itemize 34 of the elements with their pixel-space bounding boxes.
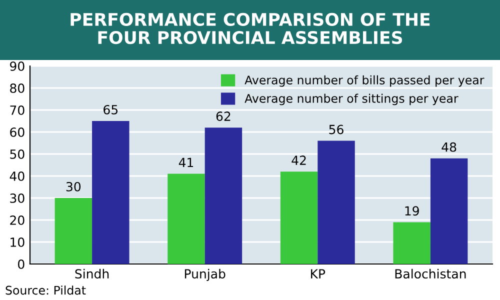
legend-label: Average number of bills passed per year: [244, 75, 484, 87]
data-label: 65: [104, 104, 118, 114]
data-label: 41: [178, 158, 194, 168]
data-label: 56: [329, 124, 344, 134]
data-label: 48: [442, 142, 456, 152]
data-label: 42: [292, 156, 306, 165]
bar: [318, 140, 355, 264]
data-label: 30: [66, 182, 81, 192]
source-note: Source: Pildat: [6, 286, 86, 295]
y-tick-label: 30: [10, 193, 24, 203]
legend-label: Average number of sittings per year: [244, 94, 458, 106]
y-tick-label: 40: [10, 171, 24, 181]
x-tick-label: KP: [311, 269, 326, 278]
data-label: 62: [216, 112, 230, 122]
y-tick-label: 80: [10, 83, 24, 93]
bar: [54, 198, 92, 264]
bar: [393, 222, 430, 264]
y-tick-label: 70: [10, 105, 24, 115]
bar: [430, 158, 468, 264]
y-tick-label: 10: [10, 237, 24, 247]
x-tick-label: Balochistan: [395, 268, 466, 279]
y-tick-label: 0: [18, 259, 24, 269]
bar: [204, 128, 242, 264]
data-label: 19: [405, 206, 419, 216]
bar: [280, 172, 318, 264]
x-tick-label: Punjab: [184, 268, 226, 281]
chart-title: PERFORMANCE COMPARISON OF THE FOUR PROVINCIAL ASSEMBLIES: [70, 12, 430, 44]
bar: [92, 121, 130, 264]
y-tick-label: 90: [10, 61, 24, 71]
y-tick-label: 20: [10, 215, 24, 225]
y-tick-label: 60: [10, 127, 24, 137]
x-tick-label: Sindh: [75, 268, 109, 279]
bar: [168, 174, 205, 264]
y-tick-label: 50: [10, 149, 24, 159]
